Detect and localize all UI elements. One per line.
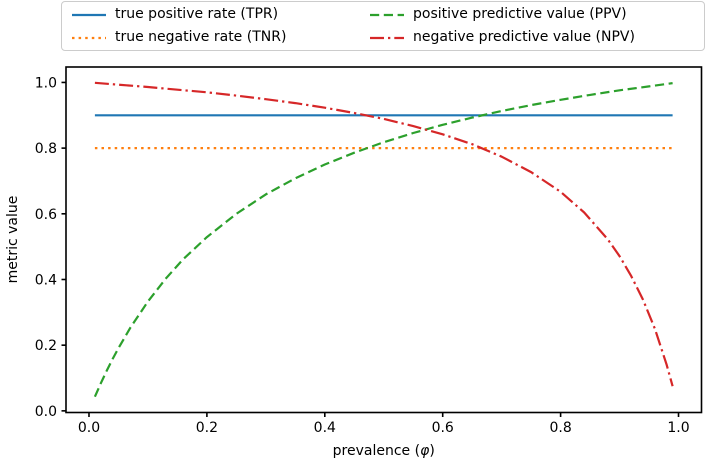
tpr-line-swatch [72, 13, 106, 16]
y-tick-label: 0.6 [35, 207, 57, 223]
tnr-line-swatch [72, 36, 106, 39]
legend-label-tpr: true positive rate (TPR) [115, 6, 279, 22]
legend: true positive rate (TPR) positive predic… [61, 1, 705, 51]
series-line-ppv [93, 82, 673, 398]
y-tick-label: 0.2 [35, 338, 57, 354]
legend-item-tnr: true negative rate (TNR) [72, 26, 370, 49]
y-axis-label: metric value [5, 196, 21, 284]
x-tick-label: 0.4 [314, 420, 336, 436]
legend-label-npv: negative predictive value (NPV) [413, 29, 635, 45]
y-tick-label: 1.0 [35, 75, 57, 91]
legend-item-npv: negative predictive value (NPV) [370, 26, 698, 49]
y-tick-label: 0.0 [35, 404, 57, 420]
npv-line-swatch [370, 36, 404, 39]
x-tick-label: 0.8 [549, 420, 571, 436]
series-line-npv [94, 81, 674, 387]
legend-item-tpr: true positive rate (TPR) [72, 3, 370, 26]
ppv-line-swatch [370, 13, 404, 16]
legend-label-tnr: true negative rate (TNR) [115, 29, 287, 45]
legend-label-ppv: positive predictive value (PPV) [413, 6, 627, 22]
legend-item-ppv: positive predictive value (PPV) [370, 3, 698, 26]
x-axis-label: prevalence (φ) [333, 443, 435, 459]
x-tick-label: 0.0 [78, 420, 100, 436]
x-tick-label: 1.0 [667, 420, 689, 436]
x-tick-label: 0.6 [432, 420, 454, 436]
plot-border [65, 66, 703, 414]
x-tick-label: 0.2 [196, 420, 218, 436]
y-tick-label: 0.8 [35, 141, 57, 157]
y-tick-label: 0.4 [35, 272, 57, 288]
